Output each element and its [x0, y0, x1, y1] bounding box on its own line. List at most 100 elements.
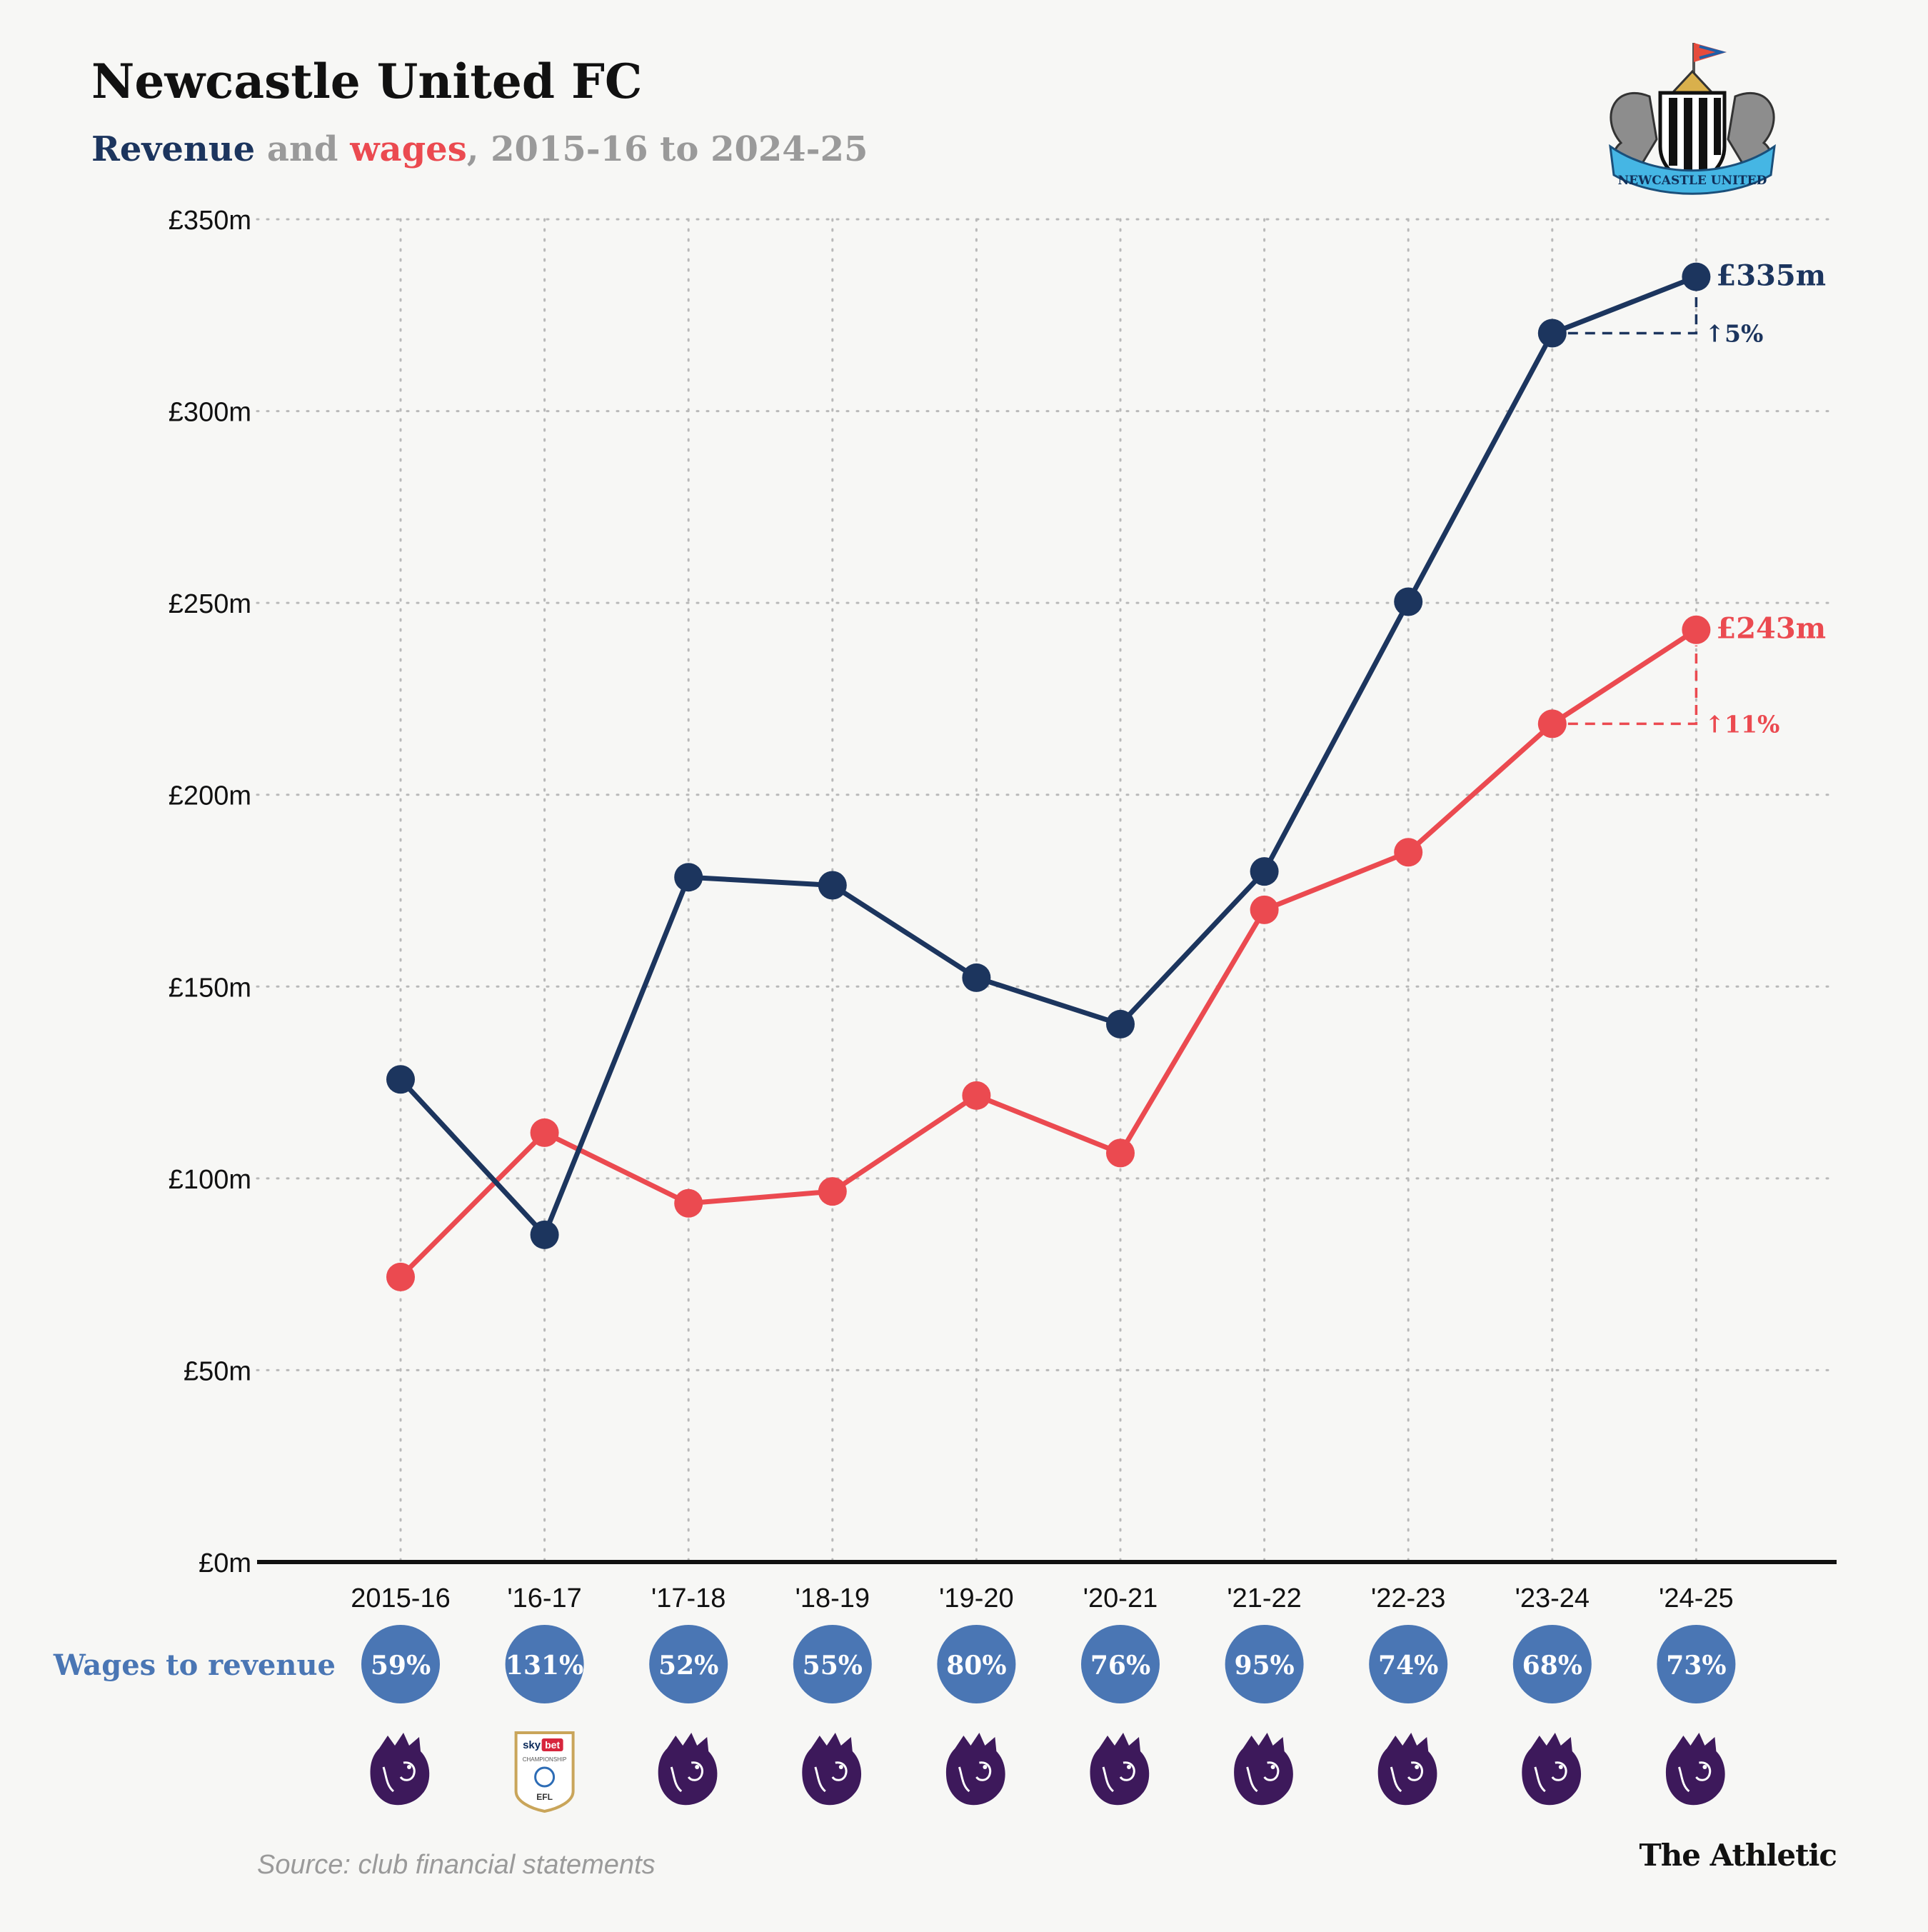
- wages-point: [386, 1262, 415, 1291]
- wages-line: [398, 627, 1698, 1279]
- y-tick-label: £350m: [169, 206, 251, 236]
- wages-point: [1537, 709, 1567, 739]
- wages-point: [1250, 895, 1279, 924]
- revenue-point: [530, 1220, 559, 1249]
- the-athletic-logo: The Athletic: [1639, 1838, 1837, 1873]
- wages-to-revenue-value: 73%: [1666, 1651, 1726, 1681]
- wages-to-revenue-circle: [1081, 1625, 1160, 1703]
- x-tick-label: '17-18: [651, 1583, 725, 1613]
- premier-league-logo: [370, 1733, 430, 1806]
- championship-sky-text: sky: [523, 1739, 541, 1751]
- wages-point: [1106, 1138, 1135, 1168]
- x-tick-label: '22-23: [1371, 1583, 1445, 1613]
- wages-to-revenue-value: 76%: [1090, 1651, 1150, 1681]
- premier-league-logo: [1234, 1733, 1293, 1806]
- revenue-point: [674, 863, 703, 892]
- y-tick-label: £150m: [169, 973, 251, 1003]
- x-tick-label: '21-22: [1227, 1583, 1301, 1613]
- x-tick-label: '24-25: [1659, 1583, 1733, 1613]
- premier-league-lion-icon: [1522, 1733, 1582, 1806]
- wages-to-revenue-circle: [1657, 1625, 1736, 1703]
- wages-change-label: ↑11%: [1704, 710, 1779, 738]
- newcastle-crest-logo: NEWCASTLE UNITED: [1609, 43, 1776, 195]
- wages-to-revenue-value: 74%: [1378, 1651, 1438, 1681]
- premier-league-lion-icon: [945, 1733, 1005, 1806]
- wages-to-revenue-row: Wages to revenue 59% 131% 52% 55% 80% 76% 95% 7…: [53, 1625, 1736, 1703]
- grid-lines: [256, 218, 1838, 1563]
- championship-bet-text: bet: [545, 1739, 560, 1751]
- crest-text: NEWCASTLE UNITED: [1618, 174, 1767, 188]
- wages-to-revenue-value: 59%: [371, 1651, 431, 1681]
- premier-league-logo: [658, 1733, 718, 1806]
- subtitle-and-word: and: [255, 129, 350, 169]
- revenue-point: [1394, 587, 1423, 616]
- premier-league-lion-icon: [1665, 1733, 1725, 1806]
- annotations: £335m ↑5% £243m ↑11%: [1567, 259, 1826, 738]
- championship-logo: sky bet CHAMPIONSHIP EFL: [514, 1731, 575, 1813]
- wages-to-revenue-value: 131%: [506, 1651, 583, 1681]
- wages-to-revenue-value: 80%: [946, 1651, 1006, 1681]
- revenue-change-label: ↑5%: [1704, 320, 1763, 348]
- premier-league-logo: [1090, 1733, 1150, 1806]
- premier-league-logo: [802, 1733, 862, 1806]
- revenue-point: [962, 963, 991, 992]
- wages-point: [962, 1081, 991, 1110]
- wages-point: [1394, 838, 1423, 867]
- x-tick-label: '16-17: [507, 1583, 581, 1613]
- wages-point: [818, 1177, 847, 1206]
- revenue-point: [1537, 319, 1567, 348]
- wages-to-revenue-value: 52%: [658, 1651, 718, 1681]
- premier-league-lion-icon: [802, 1733, 862, 1806]
- revenue-point: [1106, 1009, 1135, 1038]
- wages-to-revenue-circle: [361, 1625, 440, 1703]
- wages-to-revenue-value: 68%: [1522, 1651, 1582, 1681]
- x-tick-label: 2015-16: [351, 1583, 450, 1613]
- revenue-end-value-label: £335m: [1716, 259, 1826, 293]
- chart-title: Newcastle United FC: [91, 54, 642, 109]
- wages-to-revenue-circle: [1512, 1625, 1592, 1703]
- championship-name-text: CHAMPIONSHIP: [523, 1756, 567, 1763]
- wages-to-revenue-circle: [1225, 1625, 1304, 1703]
- subtitle-wages-word: wages: [349, 129, 467, 169]
- x-tick-label: '20-21: [1083, 1583, 1158, 1613]
- wages-change-connector: [1567, 645, 1698, 726]
- premier-league-logo: [945, 1733, 1005, 1806]
- premier-league-lion-icon: [1234, 1733, 1293, 1806]
- y-tick-label: £200m: [169, 781, 251, 811]
- y-tick-label: £50m: [184, 1356, 251, 1386]
- y-axis: £0m £50m £100m £150m £200m £250m £300m £350m: [169, 206, 251, 1578]
- wages-to-revenue-circle: [1369, 1625, 1448, 1703]
- wages-end-value-label: £243m: [1716, 612, 1826, 646]
- championship-shield-icon: [514, 1731, 575, 1813]
- x-tick-label: '23-24: [1515, 1583, 1590, 1613]
- revenue-point: [386, 1065, 415, 1094]
- championship-efl-text: EFL: [536, 1792, 553, 1802]
- wages-to-revenue-circle: [937, 1625, 1016, 1703]
- y-tick-label: £0m: [199, 1548, 251, 1578]
- league-logos-row: sky bet CHAMPIONSHIP EFL: [370, 1731, 1725, 1813]
- wages-to-revenue-value: 95%: [1234, 1651, 1294, 1681]
- premier-league-lion-icon: [370, 1733, 430, 1806]
- revenue-point: [818, 871, 847, 900]
- wages-to-revenue-label: Wages to revenue: [53, 1648, 336, 1682]
- wages-to-revenue-circle: [505, 1625, 584, 1703]
- y-tick-label: £300m: [169, 398, 251, 428]
- premier-league-lion-icon: [1377, 1733, 1437, 1806]
- revenue-point: [1682, 262, 1711, 291]
- wages-to-revenue-value: 55%: [803, 1651, 863, 1681]
- subtitle-rest: , 2015-16 to 2024-25: [467, 129, 868, 169]
- subtitle-revenue-word: Revenue: [91, 129, 255, 169]
- premier-league-lion-icon: [658, 1733, 718, 1806]
- wages-point: [530, 1118, 559, 1147]
- revenue-line: [398, 274, 1697, 1238]
- efl-ball-icon: [534, 1766, 556, 1788]
- premier-league-lion-icon: [1090, 1733, 1150, 1806]
- y-tick-label: £100m: [169, 1165, 251, 1195]
- wages-point: [674, 1188, 703, 1218]
- x-axis: 2015-16 '16-17 '17-18 '18-19 '19-20 '20-21 '21…: [257, 1560, 1837, 1613]
- premier-league-logo: [1665, 1733, 1725, 1806]
- source-note: Source: club financial statements: [257, 1850, 656, 1880]
- x-tick-label: '19-20: [939, 1583, 1013, 1613]
- series-layer: [386, 262, 1711, 1291]
